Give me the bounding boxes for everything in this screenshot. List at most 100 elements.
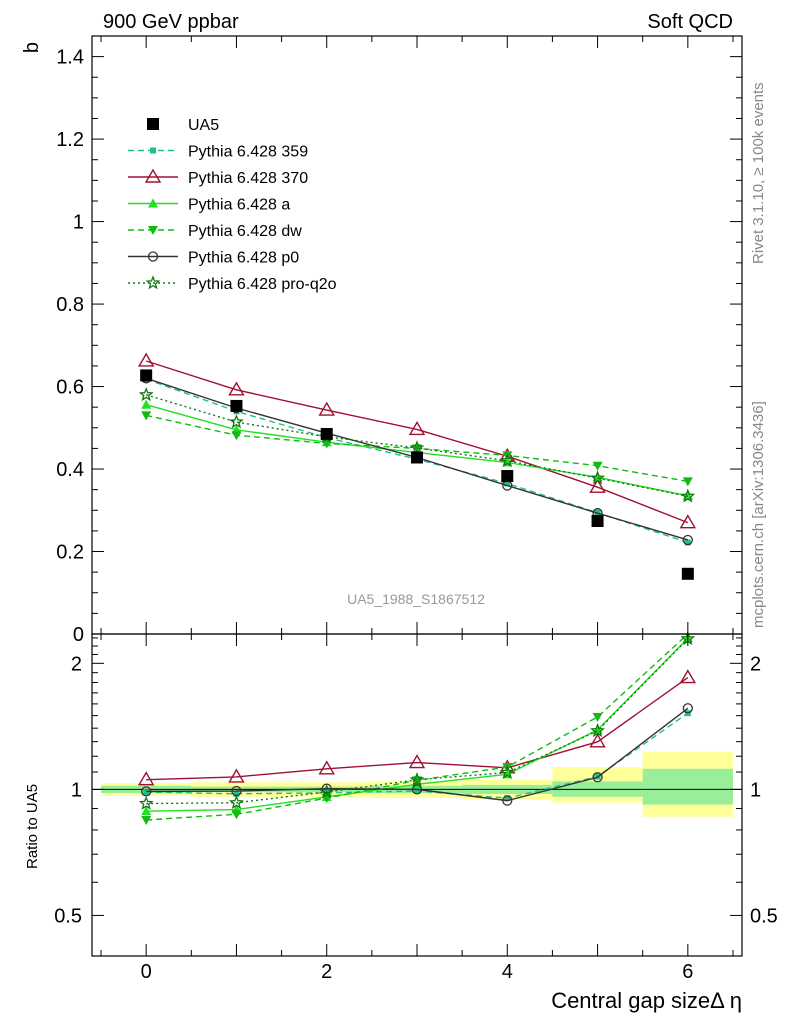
legend-marker	[145, 275, 161, 290]
main-data-point	[409, 440, 425, 455]
ratio-data-point	[231, 810, 242, 820]
legend-marker	[144, 168, 162, 183]
x-tick-label: 4	[502, 961, 513, 983]
main-plot-panel: 0 0.2 0.4 0.6 0.8 1 1.2 1.4	[56, 35, 743, 646]
legend-marker	[150, 147, 156, 154]
main-data-point	[320, 427, 333, 440]
main-y-tick-label: 1	[73, 212, 84, 234]
main-data-point	[591, 514, 604, 527]
ratio-data-point	[228, 768, 245, 783]
main-y-tick-label: 1.4	[56, 47, 84, 69]
header-left-title: 900 GeV ppbar	[103, 11, 239, 33]
ratio-data-point	[408, 754, 426, 769]
main-data-point	[682, 534, 693, 546]
main-data-point	[504, 480, 511, 487]
ratio-series-line	[146, 677, 689, 781]
legend-label: Pythia 6.428 370	[188, 170, 308, 187]
ratio-y-tick-label-right: 2	[750, 653, 761, 675]
main-data-point	[590, 470, 606, 485]
ratio-data-point	[411, 784, 423, 795]
ratio-data-point	[141, 786, 152, 797]
ratio-y-tick-label: 2	[71, 653, 82, 675]
ratio-data-point	[499, 764, 515, 779]
ratio-data-point	[682, 703, 693, 714]
ratio-stat-band	[642, 768, 733, 805]
ratio-data-point	[141, 806, 152, 816]
main-data-point	[411, 451, 423, 464]
legend-label: Pythia 6.428 pro-q2o	[188, 276, 337, 293]
ratio-data-point	[414, 788, 420, 795]
main-data-point	[681, 567, 694, 580]
legend-marker	[147, 118, 159, 130]
ratio-data-point	[137, 771, 155, 786]
mcplots-label: mcplots.cern.ch [arXiv:1306.3436]	[750, 401, 767, 628]
main-y-tick-label: 0.2	[56, 542, 84, 564]
main-data-point	[141, 399, 152, 409]
main-data-point	[140, 369, 153, 382]
legend-label: Pythia 6.428 359	[188, 144, 308, 161]
main-data-point	[231, 431, 242, 441]
ratio-data-point	[321, 783, 332, 794]
main-y-tick-label: 1.2	[56, 129, 84, 151]
ratio-data-point	[143, 789, 150, 796]
legend: UA5 Pythia 6.428 359 Pythia 6.428 370 Pythi…	[128, 117, 337, 293]
main-data-point	[684, 539, 691, 546]
ratio-y-axis-label: Ratio to UA5	[24, 784, 41, 869]
watermark-label: UA5_1988_S1867512	[347, 591, 485, 607]
main-data-point	[499, 453, 515, 468]
legend-label: Pythia 6.428 dw	[188, 223, 302, 240]
ratio-data-point	[138, 795, 154, 810]
x-tick-label: 6	[682, 961, 693, 983]
main-data-point	[318, 401, 335, 416]
legend-label: Pythia 6.428 p0	[188, 250, 299, 267]
main-y-tick-label: 0.4	[56, 459, 84, 481]
main-y-tick-label: 0.6	[56, 377, 84, 399]
ratio-y-tick-label: 1	[71, 779, 82, 801]
main-data-point	[408, 421, 426, 436]
ratio-data-point	[590, 723, 606, 738]
ratio-data-point	[141, 816, 152, 826]
ratio-data-point	[228, 795, 244, 810]
main-data-point	[230, 399, 243, 412]
legend-label: UA5	[188, 117, 219, 134]
ratio-data-point	[589, 733, 606, 748]
main-series-line	[145, 394, 688, 497]
main-data-point	[141, 411, 152, 421]
main-data-point	[137, 352, 155, 367]
main-data-point	[412, 444, 422, 454]
ratio-y-tick-label: 0.5	[54, 905, 82, 927]
x-tick-label: 0	[141, 961, 152, 983]
ratio-data-point	[318, 760, 335, 775]
ratio-data-point	[319, 784, 335, 799]
main-data-point	[228, 381, 245, 396]
x-tick-label: 2	[321, 961, 332, 983]
main-data-point	[138, 387, 154, 402]
main-data-point	[228, 414, 244, 429]
main-series-line	[145, 360, 689, 524]
ratio-y-tick-label-right: 1	[750, 779, 761, 801]
ratio-series-line	[146, 638, 689, 805]
main-y-tick-label: 0.8	[56, 294, 84, 316]
header-right-title: Soft QCD	[647, 11, 733, 33]
main-data-point	[680, 488, 696, 503]
main-data-point	[501, 470, 514, 483]
legend-marker	[148, 198, 158, 208]
ratio-data-point	[412, 776, 422, 786]
ratio-data-point	[409, 771, 425, 787]
legend-marker	[148, 226, 158, 235]
ratio-plot-panel: 0 2 4 6 0.5 0.5 1 1 2 2	[54, 36, 778, 983]
main-data-point	[679, 514, 697, 529]
main-data-point	[682, 477, 693, 487]
main-data-point	[592, 461, 603, 471]
main-data-point	[589, 478, 606, 493]
ratio-data-point	[233, 790, 240, 797]
legend-marker	[147, 251, 159, 262]
ratio-y-tick-label-right: 0.5	[750, 905, 778, 927]
ratio-data-point	[679, 669, 697, 684]
x-axis-label: Central gap sizeΔ η	[551, 988, 742, 1013]
ratio-data-point	[504, 795, 511, 802]
ratio-series-line	[146, 707, 689, 802]
rivet-label: Rivet 3.1.10, ≥ 100k events	[750, 82, 767, 264]
main-y-axis-label: b	[21, 42, 43, 53]
